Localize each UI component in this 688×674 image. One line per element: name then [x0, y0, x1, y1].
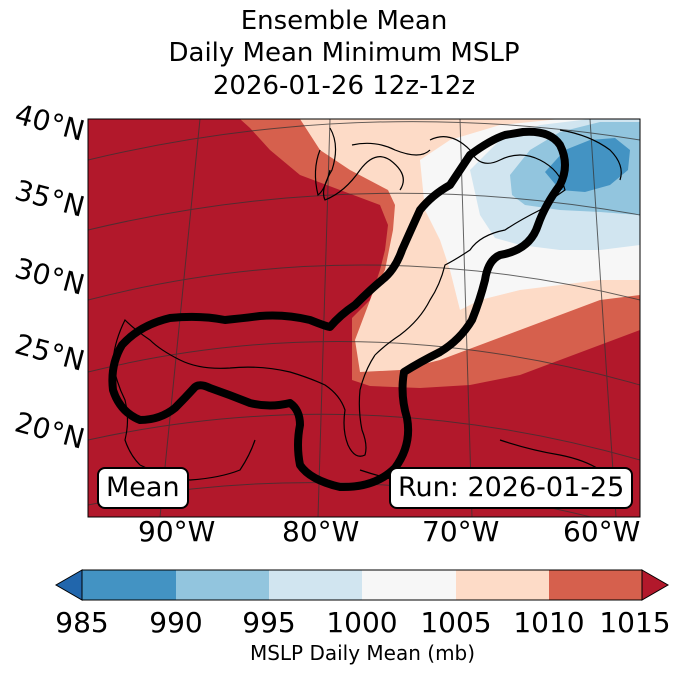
colorbar-995-1000: [269, 570, 362, 600]
colorbar-tick-1000: 1000: [326, 606, 398, 639]
ensemble-contour: [108, 127, 569, 492]
colorbar-990-995: [176, 570, 269, 600]
colorbar-tick-990: 990: [149, 606, 203, 639]
colorbar: [54, 569, 670, 601]
title-line-3: 2026-01-26 12z-12z: [212, 71, 476, 101]
lat-label-30: 30°N: [11, 252, 88, 302]
mean-badge: Mean: [97, 467, 189, 509]
lat-label-40: 40°N: [11, 98, 88, 148]
longitude-labels: 90°W 80°W 70°W 60°W: [138, 515, 640, 548]
colorbar-label: MSLP Daily Mean (mb): [249, 641, 476, 665]
colorbar-extend-high: [641, 569, 670, 601]
colorbar-tick-995: 995: [242, 606, 296, 639]
pressure-field: [88, 119, 640, 517]
title-line-1: Ensemble Mean: [240, 6, 448, 36]
run-date-badge: Run: 2026-01-25: [389, 467, 634, 509]
lon-label-90w: 90°W: [138, 515, 215, 548]
colorbar-1005-1010: [456, 570, 549, 600]
graticule: [88, 119, 640, 517]
lat-label-35: 35°N: [11, 174, 88, 224]
title-line-2: Daily Mean Minimum MSLP: [168, 38, 520, 68]
colorbar-1000-1005: [362, 570, 456, 600]
colorbar-tick-985: 985: [55, 606, 109, 639]
latitude-labels: 40°N 35°N 30°N 25°N 20°N: [11, 98, 88, 456]
colorbar-tick-1015: 1015: [599, 606, 671, 639]
colorbar-1010-1015: [549, 570, 642, 600]
lat-label-20: 20°N: [11, 406, 88, 456]
colorbar-985-990: [82, 570, 176, 600]
colorbar-tick-1005: 1005: [420, 606, 492, 639]
lat-label-25: 25°N: [11, 328, 88, 378]
lon-label-60w: 60°W: [563, 515, 640, 548]
colorbar-tick-1010: 1010: [513, 606, 585, 639]
lon-label-80w: 80°W: [282, 515, 359, 548]
lon-label-70w: 70°W: [422, 515, 499, 548]
colorbar-extend-low: [54, 569, 83, 601]
